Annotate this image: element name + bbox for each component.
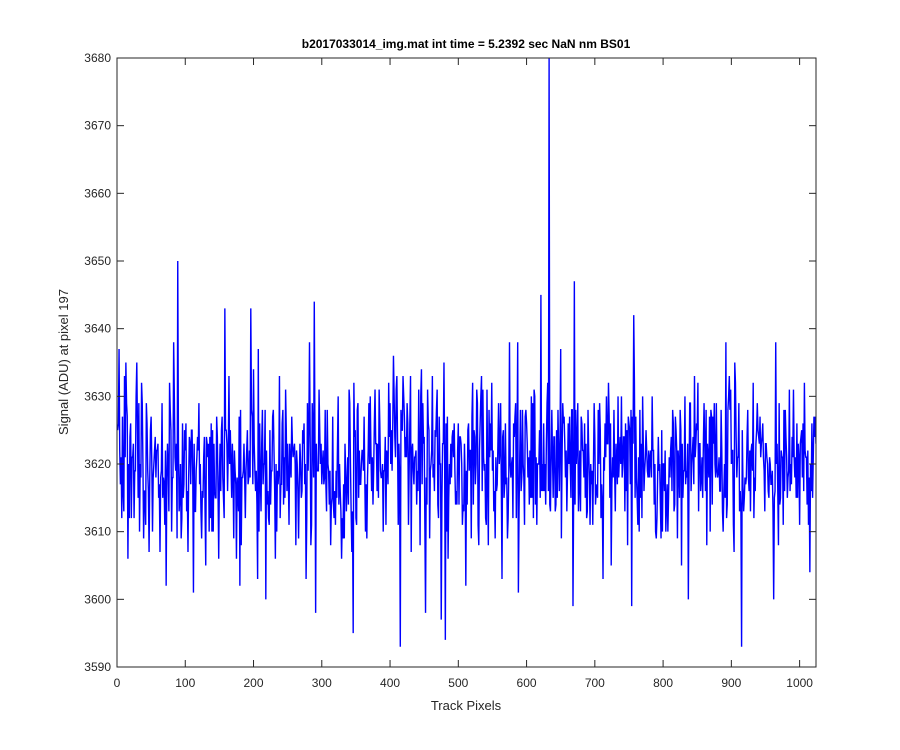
x-tick-label: 300 (312, 676, 332, 690)
y-tick-label: 3630 (84, 389, 111, 403)
x-tick-label: 1000 (786, 676, 813, 690)
plot-frame (116, 57, 817, 668)
x-tick-label: 200 (244, 676, 264, 690)
y-tick-label: 3610 (84, 525, 111, 539)
x-tick-label: 700 (585, 676, 605, 690)
y-tick-label: 3640 (84, 322, 111, 336)
y-tick-label: 3650 (84, 254, 111, 268)
y-tick-label: 3600 (84, 592, 111, 606)
x-tick-label: 600 (517, 676, 537, 690)
y-tick-label: 3680 (84, 51, 111, 65)
y-axis-ticks: 3590 3600 3610 3620 3630 3640 3650 3660 3670 3680 (84, 51, 816, 674)
y-tick-label: 3670 (84, 119, 111, 133)
x-axis-label: Track Pixels (431, 698, 502, 713)
y-tick-label: 3660 (84, 186, 111, 200)
x-tick-label: 900 (721, 676, 741, 690)
signal-line (117, 58, 816, 647)
x-tick-label: 800 (653, 676, 673, 690)
x-tick-label: 100 (175, 676, 195, 690)
y-axis-label: Signal (ADU) at pixel 197 (56, 289, 71, 435)
x-axis-ticks: 0 100 200 300 400 500 600 700 800 900 1000 (114, 58, 813, 690)
y-tick-label: 3590 (84, 660, 111, 674)
plot-clip-wrapper (117, 58, 816, 647)
x-tick-label: 400 (380, 676, 400, 690)
chart-title: b2017033014_img.mat int time = 5.2392 se… (302, 37, 631, 51)
x-tick-label: 0 (114, 676, 121, 690)
x-tick-label: 500 (448, 676, 468, 690)
y-tick-label: 3620 (84, 457, 111, 471)
